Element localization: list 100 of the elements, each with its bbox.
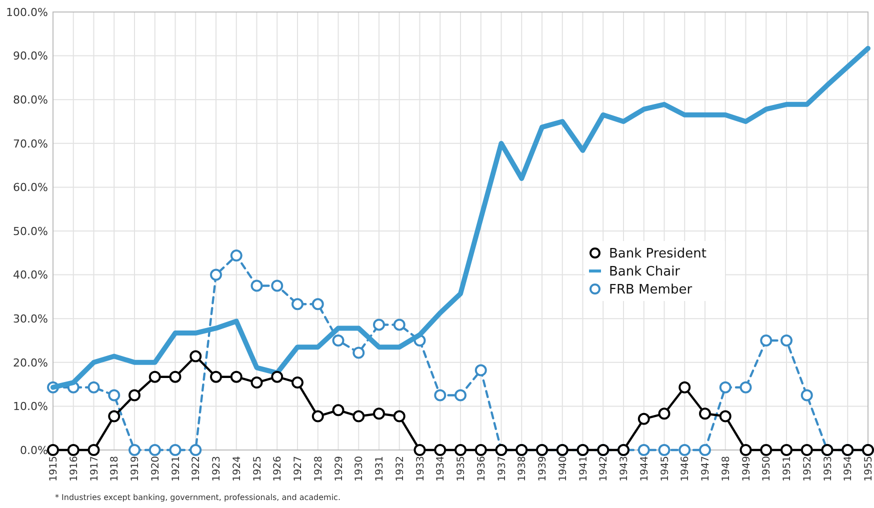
y-tick-label: 60.0% (13, 181, 48, 194)
y-tick-label: 50.0% (13, 224, 48, 238)
point (230, 250, 242, 262)
point (434, 389, 446, 402)
x-tick-label: 1945 (660, 456, 671, 482)
point (108, 389, 120, 402)
y-tick-label: 20.0% (13, 356, 48, 370)
point (312, 410, 324, 422)
x-tick-label: 1946 (680, 456, 692, 482)
point (210, 268, 222, 281)
y-tick-label: 30.0% (13, 312, 48, 326)
y-tick-label: 10.0% (13, 400, 48, 414)
point (658, 408, 670, 420)
x-tick-label: 1955 (864, 456, 874, 482)
point (210, 370, 222, 383)
point (740, 444, 752, 456)
x-tick-label: 1924 (232, 456, 243, 482)
y-tick-label: 0.0% (20, 444, 48, 457)
point (190, 350, 202, 362)
point (373, 408, 385, 420)
x-tick-label: 1919 (130, 456, 141, 482)
x-tick-label: 1954 (843, 456, 854, 482)
point (678, 444, 691, 456)
x-tick-label: 1942 (598, 456, 610, 482)
y-tick-label: 90.0% (13, 50, 48, 63)
point (699, 444, 711, 456)
x-tick-label: 1917 (89, 456, 100, 482)
point (352, 410, 365, 422)
point (393, 318, 406, 331)
x-tick-label: 1938 (517, 456, 528, 482)
x-tick-label: 1940 (558, 456, 569, 482)
legend-label: Bank President (609, 246, 706, 262)
x-tick-label: 1928 (313, 456, 324, 482)
x-tick-label: 1916 (68, 456, 80, 482)
point (719, 410, 732, 422)
point (373, 318, 385, 331)
x-tick-label: 1941 (578, 456, 590, 482)
x-tick-label: 1933 (415, 456, 426, 482)
point (148, 444, 161, 456)
x-tick-label: 1932 (394, 456, 406, 482)
point (230, 370, 242, 383)
point (678, 381, 691, 394)
x-tick-label: 1920 (150, 456, 162, 482)
point (638, 412, 650, 425)
y-tick-label: 70.0% (13, 137, 48, 150)
x-tick-label: 1934 (436, 456, 447, 482)
x-tick-label: 1922 (191, 456, 202, 482)
point (271, 280, 284, 292)
point (292, 298, 304, 310)
point (332, 334, 344, 346)
point (250, 280, 263, 292)
point (800, 389, 813, 402)
text: * Industries except banking, government, professionals, and academic. (55, 493, 340, 502)
point (719, 381, 732, 394)
x-tick-label: 1915 (48, 456, 60, 482)
point (108, 410, 120, 422)
x-tick-label: 1926 (272, 456, 284, 482)
x-tick-label: 1925 (252, 456, 264, 482)
x-tick-label: 1944 (639, 456, 650, 482)
legend-label: FRB Member (609, 282, 693, 298)
x-tick-label: 1948 (720, 456, 732, 482)
point (740, 381, 752, 394)
point (658, 444, 670, 456)
point (474, 444, 487, 456)
point (169, 444, 182, 456)
point (148, 370, 161, 383)
point (780, 334, 792, 346)
x-tick-label: 1929 (334, 456, 345, 482)
y-tick-label: 40.0% (13, 268, 48, 282)
x-tick-label: 1918 (110, 456, 121, 482)
x-tick-label: 1951 (782, 456, 793, 482)
x-tick-label: 1931 (374, 456, 386, 482)
point (250, 376, 263, 389)
point (312, 298, 324, 310)
point (800, 444, 813, 456)
x-tick-label: 1923 (212, 456, 222, 482)
point (414, 444, 426, 456)
x-tick-label: 1952 (802, 456, 814, 482)
point (190, 444, 202, 456)
point (332, 404, 344, 416)
point (434, 444, 446, 456)
x-tick-label: 1930 (354, 456, 366, 482)
point (128, 444, 140, 456)
x-tick-label: 1935 (456, 456, 467, 482)
x-tick-label: 1950 (762, 456, 773, 482)
x-tick-label: 1936 (476, 456, 488, 482)
point (271, 370, 284, 383)
point (454, 389, 466, 402)
point (393, 410, 406, 422)
point (352, 346, 365, 359)
point (88, 444, 100, 456)
point (760, 444, 772, 456)
point (67, 444, 80, 456)
point (780, 444, 792, 456)
point (474, 364, 487, 376)
x-tick-label: 1927 (293, 456, 304, 482)
y-tick-label: 80.0% (13, 93, 48, 106)
x-tick-label: 1943 (619, 456, 630, 482)
y-tick-label: 100.0% (6, 6, 48, 19)
x-tick-label: 1937 (496, 456, 508, 482)
